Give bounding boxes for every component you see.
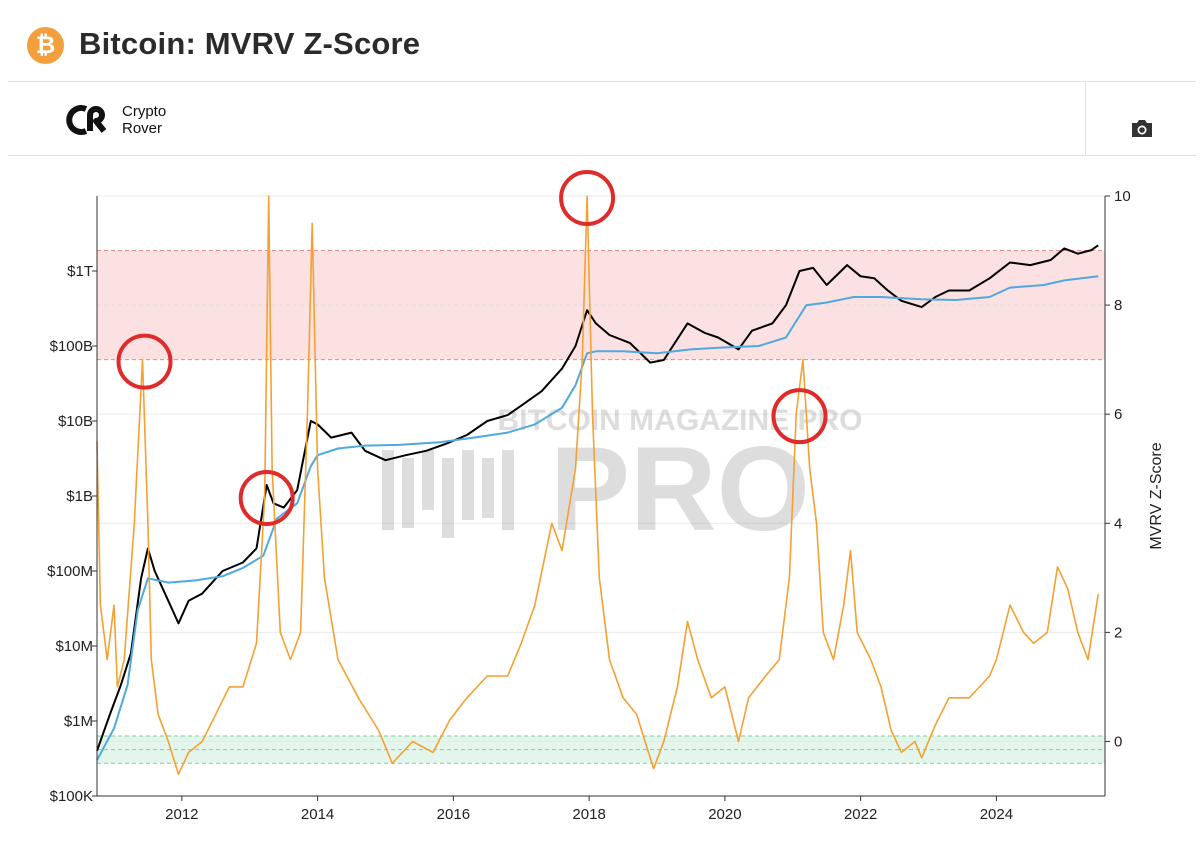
y-right-tick-label: 4 (1114, 515, 1122, 532)
watermark-bar (422, 450, 434, 510)
highlight-circle (559, 170, 616, 226)
camera-icon[interactable] (1130, 117, 1154, 139)
page-title: Bitcoin: MVRV Z-Score (79, 26, 421, 61)
watermark-bar (442, 458, 454, 538)
y-right-axis-title: MVRV Z-Score (1148, 442, 1165, 549)
y-right-tick-label: 0 (1114, 733, 1122, 750)
brand-name: Crypto Rover (122, 103, 202, 137)
highlight-circles (116, 170, 828, 526)
y-left-tick-label: $1T (67, 263, 93, 280)
y-left-tick-label: $100K (50, 788, 93, 805)
x-tick-label: 2022 (844, 806, 877, 823)
divider (8, 81, 1196, 82)
watermark-bar (502, 450, 514, 530)
highlight-circle (238, 470, 295, 526)
y-left-tick-label: $10B (58, 413, 93, 430)
y-left-tick-label: $1M (64, 713, 93, 730)
watermark-pro: PRO (550, 422, 810, 556)
realized_cap-line (96, 275, 1099, 761)
mvrv_z_score-line (96, 195, 1099, 775)
y-right-tick-label: 10 (1114, 188, 1131, 205)
y-left-tick-label: $1B (66, 488, 93, 505)
y-left-tick-label: $100B (50, 338, 93, 355)
x-tick-label: 2020 (708, 806, 741, 823)
chart-header: ₿ Bitcoin: MVRV Z-Score (0, 0, 1200, 82)
x-tick-label: 2024 (980, 806, 1013, 823)
y-left-tick-label: $100M (47, 563, 93, 580)
watermark-bar (402, 458, 414, 528)
x-tick-label: 2014 (301, 806, 334, 823)
x-tick-label: 2012 (165, 806, 198, 823)
y-right-tick-label: 8 (1114, 297, 1122, 314)
watermark-bars (382, 450, 514, 538)
y-right-tick-label: 2 (1114, 624, 1122, 641)
toolbar-divider (1085, 82, 1086, 155)
highlight-circle (116, 333, 173, 390)
x-tick-label: 2016 (437, 806, 470, 823)
divider (8, 155, 1196, 156)
bitcoin-icon: ₿ (27, 27, 64, 64)
watermark-bar (462, 450, 474, 520)
brand-line-1: Crypto (122, 103, 167, 120)
watermark-bar (382, 450, 394, 530)
watermark-bar (482, 458, 494, 518)
y-right-tick-label: 6 (1114, 406, 1122, 423)
axes: $1T$100B$10B$1B$100M$10M$1M$100K10864202… (47, 188, 1165, 823)
market_cap-line (96, 244, 1099, 752)
brand-line-2: Rover (122, 120, 163, 137)
highlight-circle (771, 388, 828, 445)
x-tick-label: 2018 (572, 806, 605, 823)
series-group (96, 195, 1099, 775)
y-left-tick-label: $10M (55, 638, 93, 655)
crypto-rover-icon (66, 105, 107, 135)
